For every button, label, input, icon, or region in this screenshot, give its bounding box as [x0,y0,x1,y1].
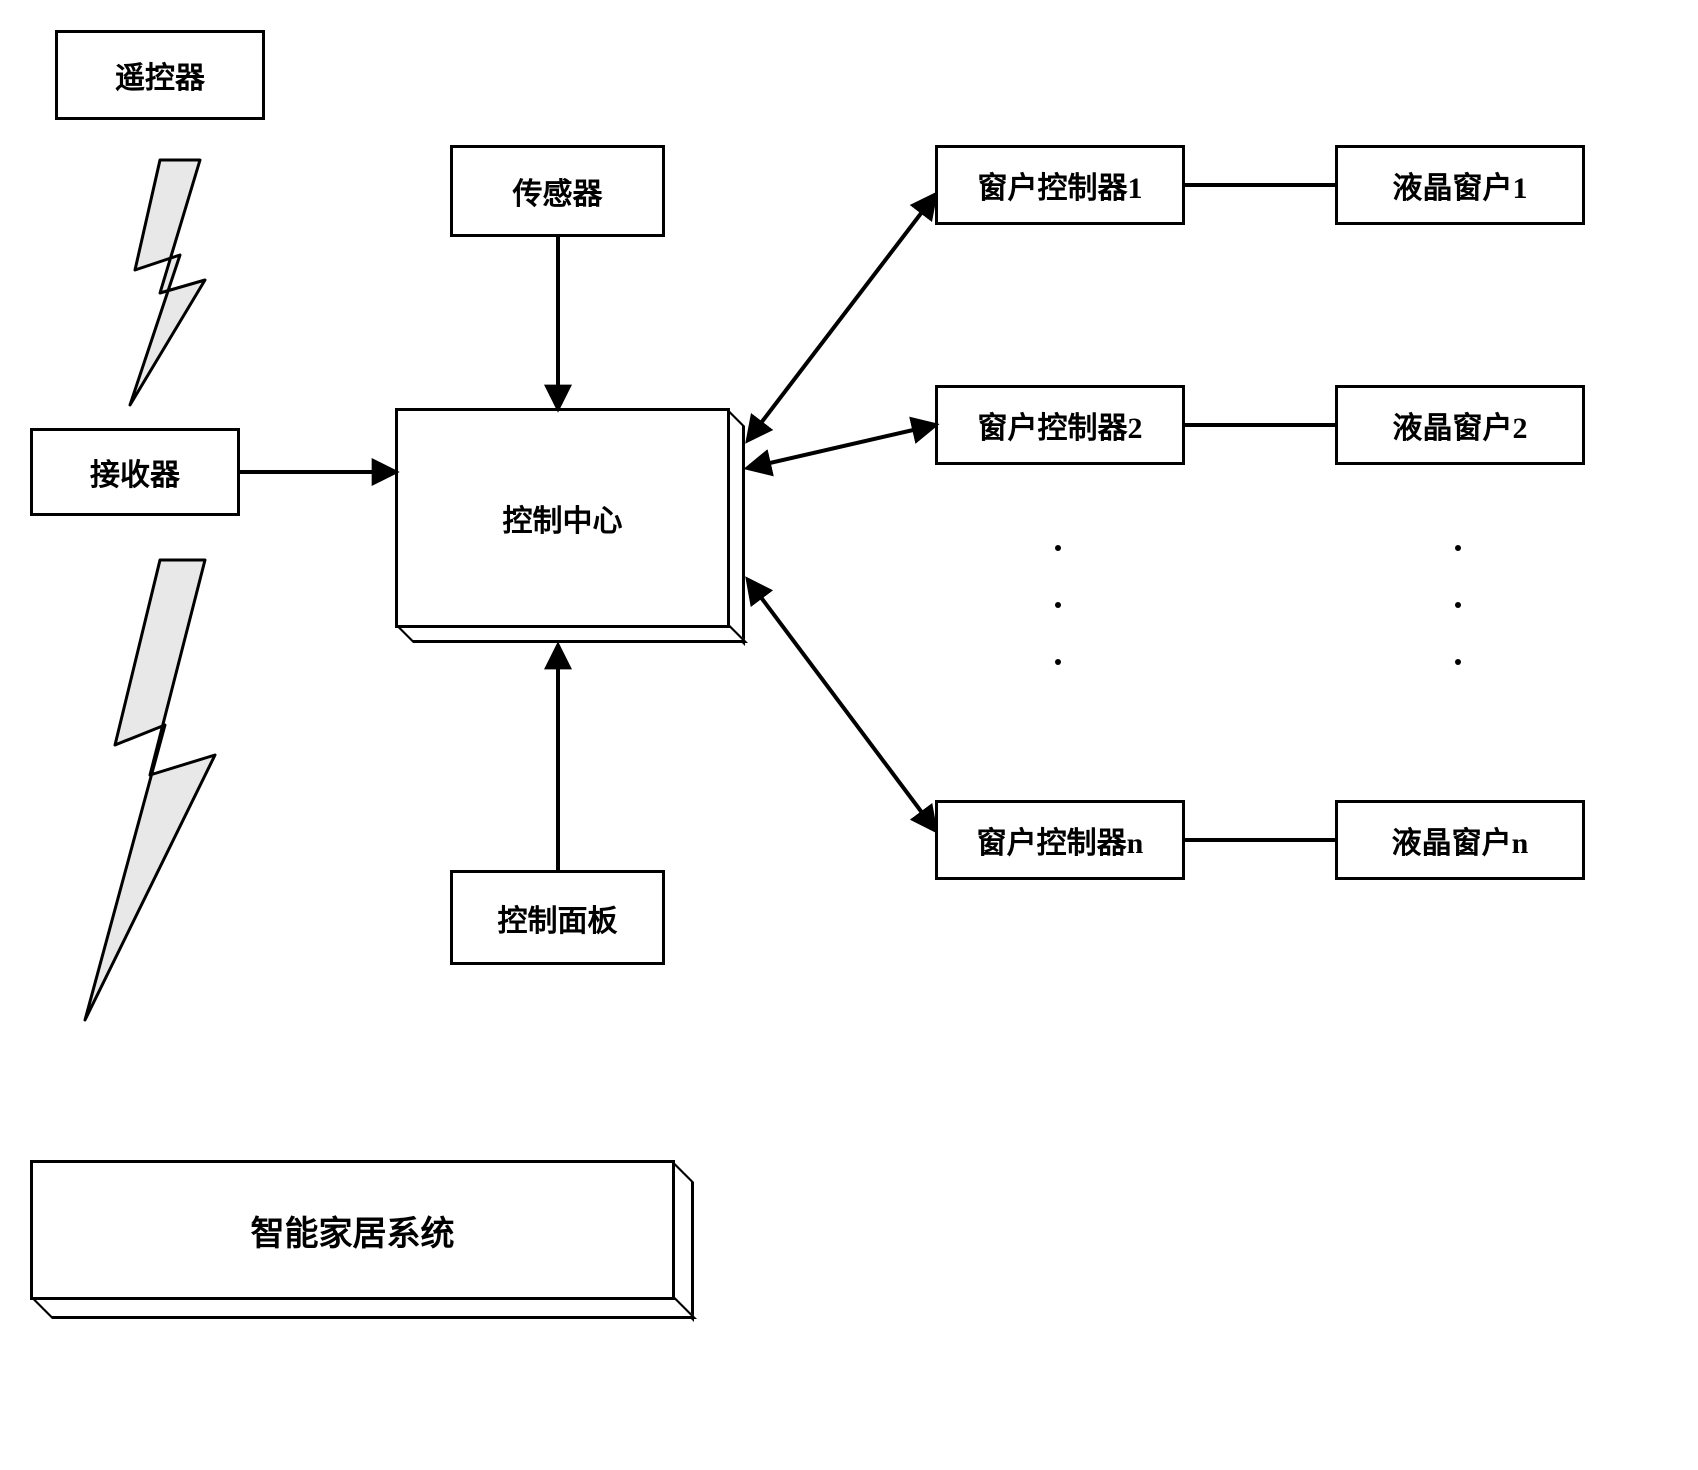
node-receiver: 接收器 [30,428,240,516]
node-ctrl1: 窗户控制器1 [935,145,1185,225]
edge-hub-ctrl2 [748,425,935,468]
ctrl_dots [1055,545,1061,665]
wireless-bolt-icon [130,160,205,405]
node-win1: 液晶窗户1 [1335,145,1585,225]
win_dots [1455,545,1461,665]
node-winn: 液晶窗户n [1335,800,1585,880]
edge-hub-ctrl1 [748,195,935,440]
node-smarthome: 智能家居系统 [30,1160,697,1322]
node-ctrln: 窗户控制器n [935,800,1185,880]
diagram-canvas: 遥控器接收器 传感器控制面板 控制中心 窗户控制器1 窗户控制器2 窗户控制器n 液晶窗户1… [0,0,1698,1470]
node-remote: 遥控器 [55,30,265,120]
node-sensor: 传感器 [450,145,665,237]
node-win2: 液晶窗户2 [1335,385,1585,465]
node-panel: 控制面板 [450,870,665,965]
node-hub: 控制中心 [395,408,748,646]
edge-hub-ctrln [748,580,935,830]
node-ctrl2: 窗户控制器2 [935,385,1185,465]
wireless-bolt-icon [85,560,215,1020]
